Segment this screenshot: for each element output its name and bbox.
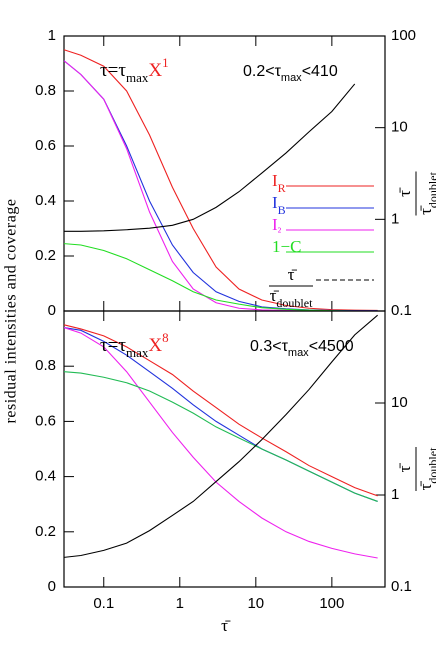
y-tick-label: 0.4 bbox=[35, 468, 56, 485]
y2-tick-label: 10 bbox=[391, 394, 408, 411]
legend-label: I² bbox=[272, 215, 282, 239]
range-part: <410 bbox=[302, 63, 338, 80]
formula-part: τ=τ bbox=[100, 335, 126, 356]
data-line bbox=[64, 83, 356, 232]
denominator-subscript: doublet bbox=[276, 296, 313, 310]
formula-part: 8 bbox=[162, 330, 169, 345]
range-part: 0.3<τ bbox=[250, 338, 289, 355]
y2-tick-label: 10 bbox=[391, 119, 408, 136]
data-line bbox=[63, 314, 378, 558]
legend-label: IR bbox=[272, 171, 286, 195]
formula: τ=τmaxX8 bbox=[100, 330, 169, 360]
formula-part: 1 bbox=[162, 55, 169, 70]
range-part: max bbox=[288, 347, 309, 359]
fraction-numerator: τ̄ bbox=[395, 463, 414, 473]
legend-label-part: I bbox=[272, 171, 278, 190]
fraction-numerator: τ̄ bbox=[395, 187, 414, 197]
y2-tick-label: 1 bbox=[391, 210, 399, 227]
denominator-symbol: τ̄ bbox=[416, 481, 435, 491]
legend-label-sub: B bbox=[278, 203, 286, 217]
fraction-numerator: τ̄ bbox=[288, 265, 298, 284]
fraction-denominator: τ̄doublet bbox=[270, 286, 314, 310]
legend-label-sub: R bbox=[278, 181, 286, 195]
formula-part: max bbox=[126, 70, 149, 85]
denominator-symbol: τ̄ bbox=[416, 205, 435, 215]
legend-label-part: I bbox=[272, 193, 278, 212]
denominator-subscript: doublet bbox=[426, 171, 436, 208]
y-tick-label: 0.8 bbox=[35, 357, 56, 374]
y-tick-label: 0.6 bbox=[35, 137, 56, 154]
x-tick-label: 100 bbox=[319, 595, 344, 612]
legend-fraction: τ̄τ̄doublet bbox=[269, 265, 313, 310]
denominator-subscript: doublet bbox=[426, 447, 436, 484]
legend-label: 1−C bbox=[272, 237, 301, 256]
range-part: 0.2<τ bbox=[243, 63, 282, 80]
y2-tick-label: 1 bbox=[391, 486, 399, 503]
x-tick-label: 10 bbox=[247, 595, 264, 612]
range-note: 0.2<τmax<410 bbox=[243, 63, 338, 84]
y-tick-label: 0 bbox=[48, 302, 56, 319]
x-axis-label: τ̄ bbox=[221, 616, 231, 635]
legend-label-sub: ² bbox=[278, 225, 282, 239]
y-tick-label: 0 bbox=[48, 578, 56, 595]
x-tick-label: 1 bbox=[176, 595, 184, 612]
y-tick-label: 0.2 bbox=[35, 523, 56, 540]
legend-label-part: I bbox=[272, 215, 278, 234]
range-part: max bbox=[281, 72, 302, 84]
formula: τ=τmaxX1 bbox=[100, 55, 169, 85]
y-tick-label: 0.6 bbox=[35, 412, 56, 429]
data-line bbox=[63, 327, 378, 559]
denominator-symbol: τ̄ bbox=[270, 286, 280, 305]
range-note: 0.3<τmax<4500 bbox=[250, 338, 354, 359]
range-part: <4500 bbox=[309, 338, 354, 355]
y2-tick-label: 0.1 bbox=[391, 302, 412, 319]
formula-part: max bbox=[126, 345, 149, 360]
y-tick-label: 0.2 bbox=[35, 247, 56, 264]
fraction-denominator: τ̄doublet bbox=[416, 171, 436, 215]
formula-part: X bbox=[148, 335, 162, 356]
formula-part: τ=τ bbox=[100, 60, 126, 81]
y2-tick-label: 0.1 bbox=[391, 578, 412, 595]
formula-part: X bbox=[148, 60, 162, 81]
y2-axis-label: τ̄τ̄doublet bbox=[395, 447, 436, 491]
x-tick-label: 0.1 bbox=[93, 595, 114, 612]
y-tick-label: 1 bbox=[48, 27, 56, 44]
data-line bbox=[63, 371, 378, 502]
fraction-denominator: τ̄doublet bbox=[416, 447, 436, 491]
legend-label: IB bbox=[272, 193, 286, 217]
y2-tick-label: 100 bbox=[391, 27, 416, 44]
y-axis-label: residual intensities and coverage bbox=[3, 199, 20, 424]
data-line bbox=[63, 49, 378, 311]
y-tick-label: 0.8 bbox=[35, 82, 56, 99]
data-line bbox=[63, 243, 378, 312]
y2-axis-label: τ̄τ̄doublet bbox=[395, 171, 436, 216]
plot-frame bbox=[63, 310, 386, 588]
y-tick-label: 0.4 bbox=[35, 192, 56, 209]
data-line bbox=[63, 324, 378, 497]
